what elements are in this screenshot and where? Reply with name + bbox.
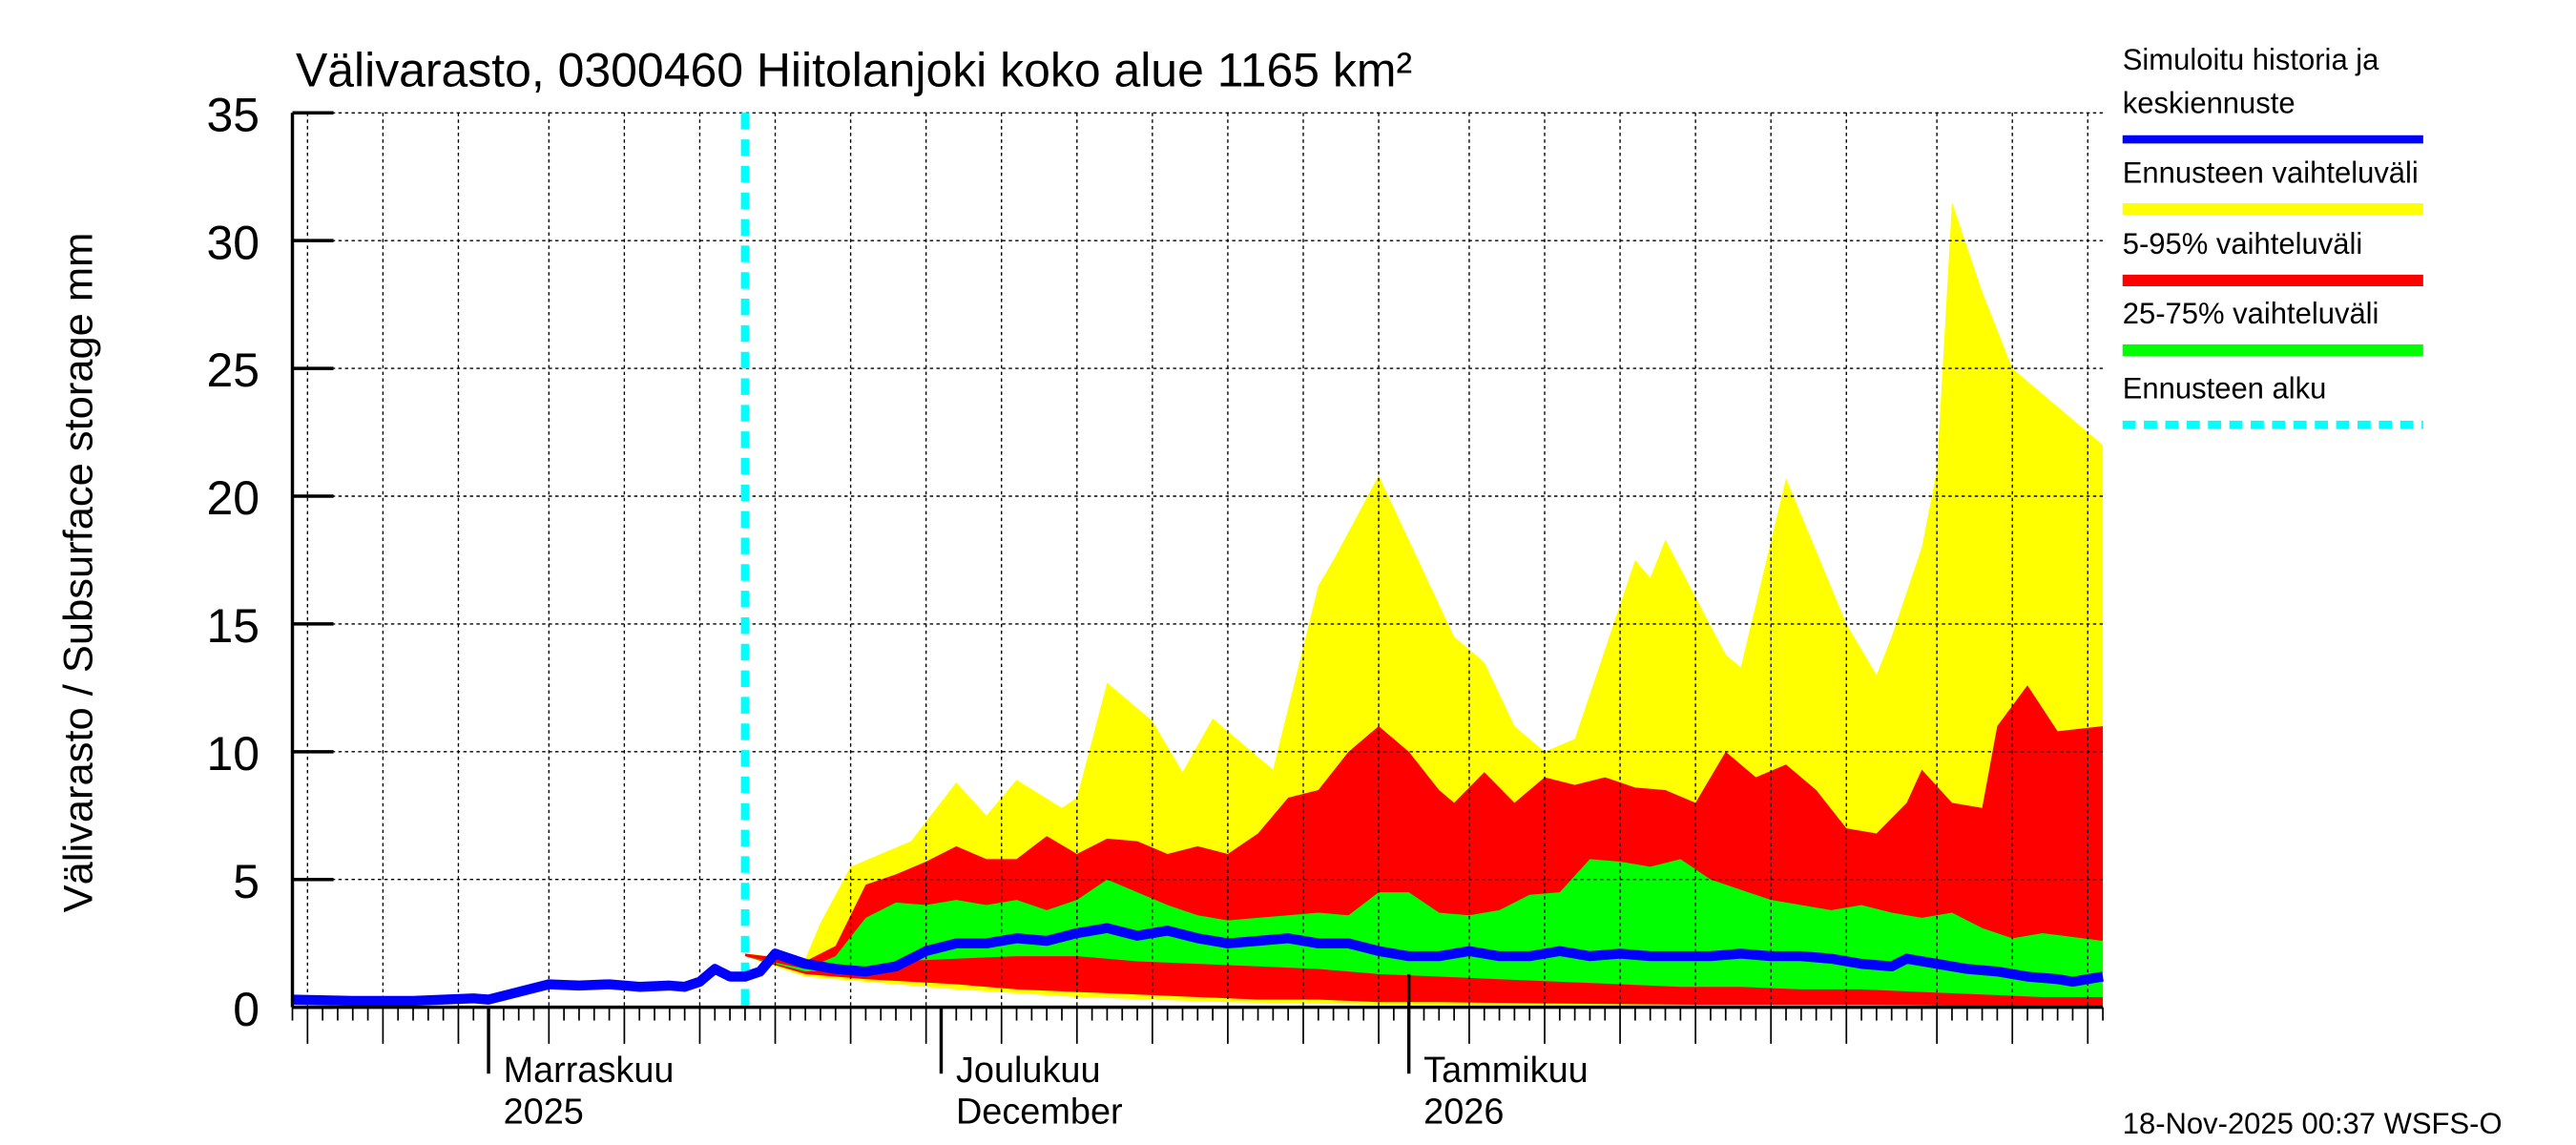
y-tick-label: 10 — [207, 727, 260, 781]
legend-label: Ennusteen vaihteluväli — [2123, 156, 2419, 189]
legend: Simuloitu historia ja keskiennuste Ennuste… — [2123, 43, 2423, 429]
grid-layer — [292, 112, 2104, 1008]
y-tick-label: 0 — [233, 983, 260, 1036]
x-tick-label: Tammikuu — [1423, 1051, 1589, 1091]
chart-title: Välivarasto, 0300460 Hiitolanjoki koko a… — [296, 43, 1412, 96]
bands-layer — [744, 202, 2104, 1008]
y-tick-label: 30 — [207, 216, 260, 269]
y-tick-label: 35 — [207, 88, 260, 141]
y-axis-label: Välivarasto / Subsurface storage mm — [56, 233, 102, 913]
x-tick-label: Marraskuu — [504, 1051, 675, 1091]
x-tick-label-year: 2025 — [504, 1092, 584, 1132]
legend-label: Ennusteen alku — [2123, 371, 2327, 405]
x-tick-label-year: 2026 — [1423, 1092, 1504, 1132]
axes-layer: 05101520253035Marraskuu2025JoulukuuDecem… — [207, 88, 2104, 1132]
x-tick-label-year: December — [956, 1092, 1123, 1132]
legend-label: 25-75% vaihteluväli — [2123, 297, 2379, 330]
x-tick-label: Joulukuu — [956, 1051, 1101, 1091]
band-25-75 — [744, 859, 2104, 997]
y-tick-label: 25 — [207, 344, 260, 397]
y-tick-label: 15 — [207, 599, 260, 653]
y-tick-label: 20 — [207, 471, 260, 525]
median-line — [292, 923, 2104, 1007]
lines-layer — [292, 113, 2104, 1008]
legend-label: 5-95% vaihteluväli — [2123, 227, 2362, 260]
legend-label: Simuloitu historia ja — [2123, 43, 2379, 76]
timestamp: 18-Nov-2025 00:37 WSFS-O — [2123, 1107, 2503, 1140]
legend-label: keskiennuste — [2123, 86, 2296, 119]
y-tick-label: 5 — [233, 855, 260, 908]
